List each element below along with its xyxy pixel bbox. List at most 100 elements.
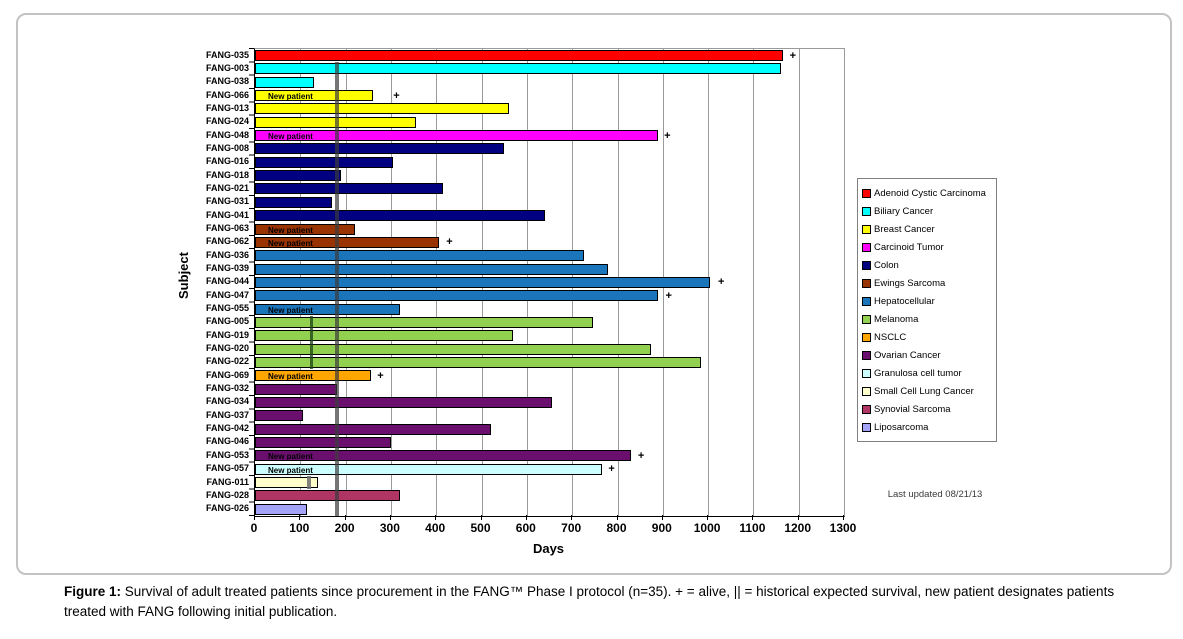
x-axis-title: Days [532, 541, 565, 556]
subject-label: FANG-039 [205, 263, 249, 273]
x-tick-label: 300 [379, 521, 400, 535]
subject-label: FANG-018 [205, 169, 249, 180]
alive-plus-marker: + [718, 276, 725, 289]
subject-label: FANG-031 [205, 196, 249, 207]
x-axis-tick-mark [435, 515, 437, 520]
subject-label: FANG-013 [205, 102, 249, 113]
legend-swatch-icon [862, 188, 871, 198]
bar: New patient [255, 236, 439, 248]
legend-swatch-icon [862, 332, 871, 342]
bar [255, 76, 314, 88]
subject-label: FANG-046 [205, 436, 249, 447]
bar [255, 210, 545, 222]
subject-label: FANG-057 [205, 463, 249, 474]
legend-label: Liposarcoma [874, 421, 929, 433]
subject-label: FANG-042 [205, 423, 249, 434]
bar [255, 343, 652, 355]
legend-item: NSCLC [862, 328, 992, 346]
legend-swatch-icon [862, 296, 871, 306]
alive-plus-marker: + [665, 289, 672, 302]
alive-plus-marker: + [608, 463, 615, 476]
bar: New patient [255, 90, 373, 101]
alive-plus-marker: + [446, 236, 453, 249]
legend-item: Ewings Sarcoma [862, 274, 992, 292]
legend-swatch-icon [862, 368, 871, 378]
subject-label: FANG-044 [205, 276, 249, 287]
legend-label: Small Cell Lung Cancer [874, 385, 974, 397]
legend-swatch-icon [862, 386, 871, 396]
expected-survival-line [310, 315, 314, 370]
subject-label: FANG-048 [205, 129, 249, 140]
x-axis-tick-labels: 0 100 200 300 400 500 600 700 800 900 1000 1100 1200… [251, 515, 856, 537]
x-axis-tick-mark [843, 515, 844, 520]
expected-survival-line [334, 62, 339, 516]
bar [255, 410, 303, 422]
bar [255, 477, 319, 488]
bar: New patient [255, 450, 632, 462]
subject-label: FANG-066 [205, 89, 249, 100]
legend-swatch-icon [862, 404, 871, 414]
last-updated-note: Last updated 08/21/13 [887, 489, 983, 500]
bar [255, 183, 443, 195]
legend-swatch-icon [862, 242, 871, 252]
bar: New patient [255, 130, 659, 142]
legend-label: Synovial Sarcoma [874, 403, 951, 415]
x-axis-tick-mark [525, 515, 527, 520]
bar: New patient [255, 223, 355, 235]
subject-label: FANG-037 [205, 409, 249, 420]
subject-label: FANG-047 [205, 289, 249, 300]
subject-label: FANG-028 [205, 489, 249, 500]
bar [255, 290, 659, 302]
new-patient-label: New patient [268, 465, 313, 475]
bar [255, 396, 552, 408]
legend-label: Hepatocellular [874, 295, 935, 307]
legend-item: Melanoma [862, 310, 992, 328]
legend-label: Granulosa cell tumor [874, 367, 962, 379]
x-axis-tick-mark [571, 515, 573, 520]
bar [255, 156, 394, 168]
subject-label: FANG-069 [205, 369, 249, 380]
bar [255, 196, 332, 208]
legend-item: Biliary Cancer [862, 202, 992, 220]
subject-label: FANG-011 [206, 476, 249, 487]
bar [255, 423, 491, 435]
subject-axis-labels: FANG-035 FANG-003 FANG-038 FANG-066 FANG-013… [168, 48, 249, 515]
new-patient-label: New patient [268, 132, 313, 142]
new-patient-label: New patient [268, 238, 313, 248]
alive-plus-marker: + [664, 129, 671, 142]
subject-label: FANG-016 [205, 156, 249, 167]
legend-item: Small Cell Lung Cancer [862, 382, 992, 400]
alive-plus-marker: + [789, 49, 797, 62]
x-axis-tick-mark [254, 515, 255, 520]
subject-label: FANG-022 [205, 356, 249, 367]
x-axis-tick-mark [389, 515, 391, 520]
x-axis-tick-mark [616, 515, 618, 520]
x-tick-label: 200 [334, 521, 355, 535]
legend-item: Synovial Sarcoma [862, 400, 992, 418]
bar [255, 330, 514, 342]
bar [255, 170, 342, 182]
bar: New patient [255, 303, 400, 315]
subject-label: FANG-053 [205, 449, 249, 460]
legend-swatch-icon [862, 422, 871, 432]
x-tick-label: 600 [515, 521, 536, 535]
legend-label: Breast Cancer [874, 223, 935, 235]
subject-label: FANG-055 [205, 303, 249, 313]
legend-label: Ovarian Cancer [874, 349, 941, 361]
legend-item: Breast Cancer [862, 220, 992, 238]
legend-item: Hepatocellular [862, 292, 992, 310]
subject-label: FANG-038 [205, 76, 249, 87]
bar [255, 103, 509, 115]
x-axis-tick-mark [661, 515, 663, 520]
subject-label: FANG-020 [205, 343, 249, 353]
subject-label: FANG-024 [205, 116, 249, 127]
legend-item: Granulosa cell tumor [862, 364, 992, 382]
bar [255, 263, 609, 275]
legend-swatch-icon [862, 314, 871, 324]
legend-item: Colon [862, 256, 992, 274]
subject-label: FANG-005 [205, 316, 249, 327]
x-tick-label: 900 [651, 521, 672, 535]
legend-label: Melanoma [874, 313, 919, 325]
legend-item: Liposarcoma [862, 418, 992, 436]
bar [255, 50, 783, 61]
